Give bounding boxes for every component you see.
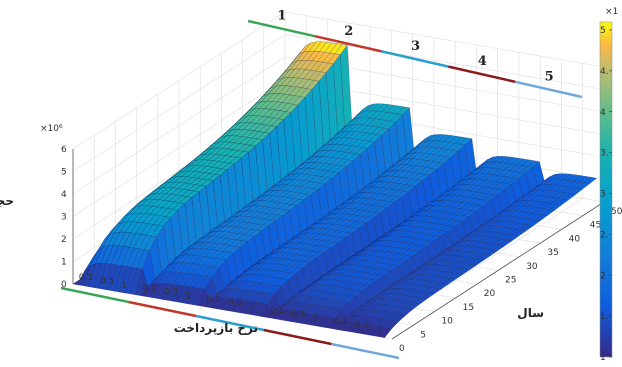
grid-line [72,79,286,217]
segment-bar-back [314,34,382,53]
y-tick-label: 5 [420,330,426,340]
z-tick-label: 4 [61,190,67,200]
colorbar-tick-label: 4 [600,108,606,118]
segment-bar-back [381,50,449,68]
grid-line [72,11,286,150]
y-tick-label: 0 [399,344,405,354]
segment-bar-front [60,286,129,304]
colorbar-tick-label: 4. [600,67,609,77]
y-tick-label: 20 [484,289,496,299]
x-tick-label: 0.5 [228,299,242,309]
segment-bar-front [195,314,265,332]
colorbar-exponent: ×1 [605,7,618,17]
z-tick-label: 2 [61,235,67,245]
x-tick-label: 0.1 [206,295,220,305]
y-tick-label: 40 [569,234,581,244]
x-tick-label: 0.1 [142,284,156,294]
segment-bars: 1 2 3 4 5 [60,9,583,360]
colorbar-tick-label: 2 [600,271,606,281]
z-axis-label: حجم پول [0,194,14,209]
grid-line [284,11,605,68]
x-tick-label: 0.5 [100,277,114,287]
y-axis-line [391,201,605,340]
y-tick-label: 10 [441,317,453,327]
y-tick-label: 50 [611,207,622,217]
x-tick-label: 0.1 [79,273,93,283]
z-axis-ticks: 0 1 2 3 4 5 6 [61,145,67,290]
segment-label: 2 [344,24,353,39]
x-axis-ticks: 0.1 0.5 1 0.1 0.5 1 0.1 0.5 1 0.1 0.5 1 0.1 0.5 1 [79,273,382,334]
x-tick-label: 1 [249,302,255,312]
segment-bar-front [263,328,332,346]
z-tick-label: 3 [61,213,67,223]
surface-cell [379,327,392,338]
z-exponent: ×10⁶ [40,124,63,134]
colorbar-tick-label: 1. [600,312,609,322]
grid-line [72,34,286,172]
segment-bar-front [331,342,400,360]
z-tick-label: 1 [61,258,67,268]
y-tick-label: 15 [463,303,474,313]
x-tick-label: 0.1 [334,317,348,327]
colorbar-tick-label: 3 [600,190,606,200]
x-tick-label: 1 [185,291,191,301]
x-tick-label: 0.5 [164,288,178,298]
colorbar-tick-label: 2. [600,230,609,240]
x-tick-label: 1 [121,280,127,290]
x-tick-label: 0.1 [270,306,284,316]
surface-plot [72,41,598,338]
segment-bar-back [514,80,583,99]
segment-label: 4 [478,54,487,69]
segment-label: 1 [277,9,286,24]
y-tick-label: 45 [590,221,601,231]
colorbar-tick-label: 5 [600,26,606,36]
segment-label: 3 [411,39,420,54]
grid-line [72,56,286,195]
z-tick-label: 5 [61,168,67,178]
y-axis-label: سال [517,306,544,320]
x-tick-label: 0.5 [291,310,305,320]
y-tick-label: 35 [547,248,558,258]
segment-bar-back [247,19,316,38]
segment-label: 5 [545,69,554,84]
y-tick-label: 30 [526,262,538,272]
x-tick-label: 0.5 [355,321,369,331]
colorbar: 5 4. 4 3. 3 2. 2 1. 1 [599,21,613,363]
z-tick-label: 0 [61,280,67,290]
x-axis-label: نرخ بازپرداخت [174,321,258,335]
x-tick-label: 1 [376,324,382,334]
colorbar-tick-label: 1 [600,353,606,363]
y-tick-label: 25 [505,276,516,286]
segment-bar-front [128,300,197,318]
colorbar-tick-label: 3. [600,149,609,159]
axis-lines [72,149,605,340]
z-tick-label: 6 [61,145,67,155]
colorbar-rect [599,21,613,358]
segment-bar-back [448,65,516,84]
y-axis-ticks: 0 5 10 15 20 25 30 35 40 45 50 [399,207,622,354]
x-tick-label: 1 [313,313,319,323]
